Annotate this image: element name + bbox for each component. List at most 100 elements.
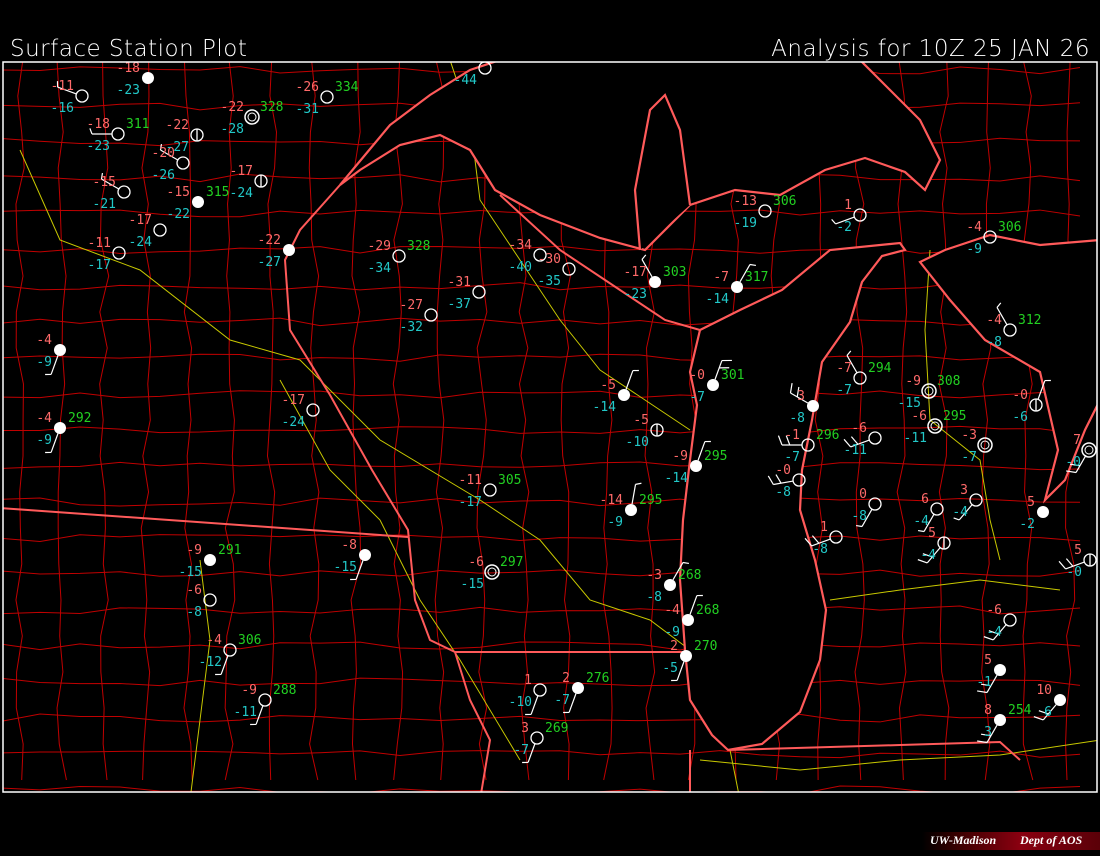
- wind-barb-flag: [804, 537, 813, 547]
- sky-cover-clear-icon: [117, 185, 131, 199]
- station-model: -22-27: [258, 233, 295, 270]
- dewpoint: -24: [129, 235, 153, 250]
- dewpoint: -28: [221, 122, 244, 137]
- wind-barb-flag: [980, 683, 991, 687]
- dewpoint: -24: [230, 186, 254, 201]
- county-line: [3, 425, 1081, 435]
- dewpoint: -35: [538, 274, 561, 289]
- temperature: -7: [713, 270, 729, 285]
- dewpoint: -11: [844, 443, 867, 458]
- dewpoint: -9: [607, 515, 623, 530]
- sky-cover-inner-ring: [980, 440, 990, 450]
- dewpoint: -17: [459, 495, 482, 510]
- dewpoint: -16: [51, 101, 74, 116]
- temperature: -0: [1012, 388, 1028, 403]
- wind-barb: [846, 355, 858, 374]
- wind-barb-flag: [777, 435, 783, 446]
- station-model: -6 -15 297: [461, 555, 524, 592]
- wind-barb: [861, 508, 873, 527]
- wind-barb-flag: [1066, 470, 1077, 474]
- mi-oh-border: [899, 740, 1021, 761]
- dewpoint: -7: [513, 743, 529, 758]
- county-line: [224, 62, 236, 781]
- temperature: -6: [468, 555, 484, 570]
- station-model: 3-4: [952, 483, 983, 521]
- sky-cover-overcast-icon: [1037, 506, 1049, 518]
- station-model: -17-24: [129, 213, 167, 250]
- wind-barb: [527, 743, 536, 763]
- pressure: 308: [937, 374, 960, 389]
- temperature: -3: [961, 428, 977, 443]
- wi-mn-border: [283, 184, 456, 653]
- wind-barb-flag: [159, 143, 163, 151]
- temperature: 3: [521, 721, 529, 736]
- wind-barb-flag: [855, 524, 863, 528]
- temperature: 3: [797, 389, 805, 404]
- station-model: 1-10: [509, 673, 547, 716]
- dewpoint: -4: [913, 514, 929, 529]
- highway-line: [279, 379, 521, 761]
- dewpoint: -21: [93, 197, 116, 212]
- dewpoint: -4: [920, 548, 936, 563]
- wind-barb-flag: [749, 263, 757, 267]
- station-model: -3 -8 268: [646, 561, 701, 605]
- dewpoint: -23: [87, 139, 110, 154]
- temperature: 5: [984, 653, 992, 668]
- temperature: -34: [509, 238, 533, 253]
- station-model: -1 -7 296: [777, 428, 839, 465]
- station-model: -26 -31 334: [296, 80, 359, 117]
- sky-cover-clear-icon: [306, 403, 320, 417]
- station-model: -5-10: [626, 413, 664, 450]
- dewpoint: -9: [36, 433, 52, 448]
- station-model: 3-8: [789, 383, 819, 426]
- wind-barb: [739, 264, 751, 283]
- county-line: [854, 62, 865, 781]
- dewpoint: -7: [554, 693, 570, 708]
- highway-line: [829, 579, 1061, 601]
- temperature: -22: [166, 118, 189, 133]
- wind-barb: [101, 178, 120, 190]
- temperature: 10: [1036, 683, 1052, 698]
- lake-michigan-shoreline: [678, 241, 907, 752]
- county-line: [3, 785, 1081, 792]
- station-model: -27-32: [400, 298, 438, 335]
- pressure: 270: [694, 639, 717, 654]
- wind-barb: [697, 441, 706, 461]
- temperature: -17: [230, 164, 253, 179]
- wind-barb: [1075, 454, 1087, 473]
- wind-barb: [835, 216, 855, 225]
- station-model: -11-16: [51, 79, 89, 116]
- temperature: 5: [1027, 495, 1035, 510]
- dewpoint: 3: [984, 725, 992, 740]
- dewpoint: -34: [368, 261, 392, 276]
- temperature: -22: [221, 100, 244, 115]
- temperature: 0: [859, 487, 867, 502]
- wind-barb: [631, 484, 637, 505]
- wind-barb-flag: [775, 474, 782, 484]
- wind-barb: [676, 661, 685, 681]
- sky-cover-overcast-icon: [1054, 694, 1066, 706]
- temperature: -17: [624, 265, 647, 280]
- pressure: 296: [816, 428, 839, 443]
- wind-barb-flag: [996, 302, 1002, 308]
- wind-barb: [850, 439, 870, 448]
- station-model: 5-1: [976, 653, 1006, 694]
- analysis-time: Analysis for 10Z 25 JAN 26: [771, 36, 1090, 62]
- station-model: -0-6: [1012, 379, 1051, 425]
- dewpoint: -7: [961, 450, 977, 465]
- temperature: -4: [36, 333, 52, 348]
- wind-barb: [1037, 380, 1046, 400]
- sky-cover-clear-icon: [868, 431, 882, 445]
- dewpoint: -40: [509, 260, 532, 275]
- county-line: [3, 569, 1081, 577]
- wind-barb-flag: [917, 559, 928, 564]
- temperature: 1: [820, 520, 828, 535]
- dewpoint: -15: [334, 560, 357, 575]
- county-line: [434, 62, 445, 781]
- pressure: 276: [586, 671, 609, 686]
- temperature: 1: [844, 198, 852, 213]
- temperature: -30: [538, 252, 561, 267]
- sky-cover-inner-ring: [1084, 445, 1094, 455]
- station-model: -7 -14 317: [706, 263, 768, 307]
- sky-cover-clear-icon: [75, 89, 89, 103]
